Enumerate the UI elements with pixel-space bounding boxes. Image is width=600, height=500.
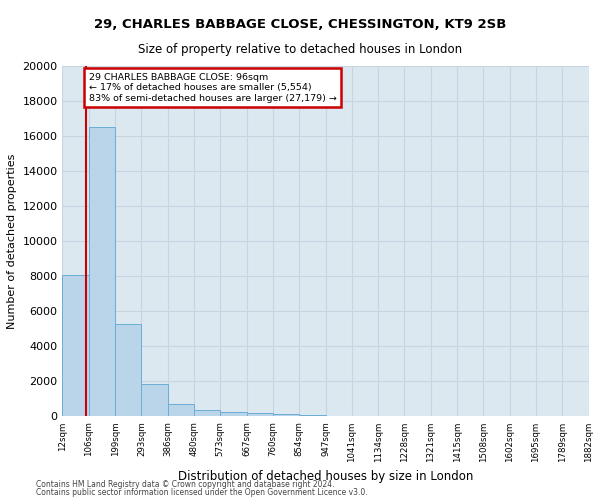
Bar — [273, 414, 299, 416]
Bar — [115, 324, 142, 416]
Text: 29, CHARLES BABBAGE CLOSE, CHESSINGTON, KT9 2SB: 29, CHARLES BABBAGE CLOSE, CHESSINGTON, … — [94, 18, 506, 30]
Text: 29 CHARLES BABBAGE CLOSE: 96sqm
← 17% of detached houses are smaller (5,554)
83%: 29 CHARLES BABBAGE CLOSE: 96sqm ← 17% of… — [89, 73, 337, 103]
Bar — [194, 410, 220, 416]
Text: Size of property relative to detached houses in London: Size of property relative to detached ho… — [138, 42, 462, 56]
Text: Contains public sector information licensed under the Open Government Licence v3: Contains public sector information licen… — [36, 488, 368, 497]
Y-axis label: Number of detached properties: Number of detached properties — [7, 154, 17, 329]
Text: Contains HM Land Registry data © Crown copyright and database right 2024.: Contains HM Land Registry data © Crown c… — [36, 480, 335, 489]
Bar — [142, 384, 168, 416]
Bar — [168, 404, 194, 416]
Bar — [220, 412, 247, 416]
X-axis label: Distribution of detached houses by size in London: Distribution of detached houses by size … — [178, 470, 473, 483]
Bar — [247, 413, 273, 416]
Bar — [299, 415, 326, 416]
Bar — [89, 128, 115, 416]
Bar — [62, 274, 89, 416]
